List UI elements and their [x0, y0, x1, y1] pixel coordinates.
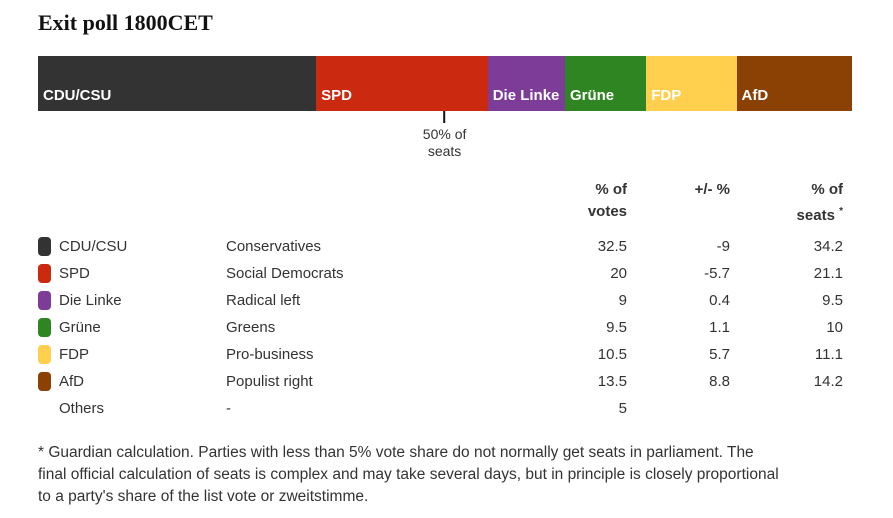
header-seats-word: seats	[796, 207, 835, 224]
footnote-text: * Guardian calculation. Parties with les…	[38, 444, 779, 505]
bar-segment-label: FDP	[651, 87, 682, 104]
bar-segment-label: CDU/CSU	[43, 87, 112, 104]
party-seats: 34.2	[813, 238, 843, 255]
party-votes: 9.5	[606, 319, 627, 336]
party-votes: 20	[610, 265, 627, 282]
party-name: Others	[59, 400, 105, 417]
bar-segment-label: SPD	[321, 87, 352, 104]
party-change: 1.1	[709, 319, 730, 336]
marker-label: 50% of seats	[423, 126, 467, 160]
party-color-swatch	[38, 399, 51, 418]
marker-label-line2: seats	[427, 143, 462, 159]
bar-segment-label: AfD	[741, 87, 769, 104]
table-row: Die Linke Radical left 9 0.4 9.5	[38, 287, 843, 314]
results-table: % of votes +/- % % of seats * CDU/CSU Co…	[38, 179, 843, 422]
party-seats: 9.5	[822, 292, 843, 309]
bar-segment: CDU/CSU	[38, 56, 317, 111]
bar-segment: Die Linke	[487, 56, 565, 111]
bar-segment: FDP	[646, 56, 737, 111]
party-votes: 9	[618, 292, 627, 309]
party-votes: 13.5	[597, 373, 627, 390]
party-votes: 10.5	[597, 346, 627, 363]
bar-segment-label: Die Linke	[492, 87, 560, 104]
party-description: Pro-business	[226, 346, 314, 363]
party-name-cell: AfD	[38, 372, 226, 391]
party-description: Radical left	[226, 292, 301, 309]
page-title: Exit poll 1800CET	[38, 10, 213, 35]
table-row: AfD Populist right 13.5 8.8 14.2	[38, 368, 843, 395]
party-name: Die Linke	[59, 292, 122, 309]
party-change: -5.7	[704, 265, 730, 282]
party-description: -	[226, 400, 231, 417]
header-spacer-party	[38, 179, 226, 227]
table-row: SPD Social Democrats 20 -5.7 21.1	[38, 260, 843, 287]
party-description: Conservatives	[226, 238, 322, 255]
header-votes-line1: % of	[595, 181, 627, 198]
party-seats: 11.1	[814, 346, 843, 363]
party-change: 0.4	[709, 292, 730, 309]
party-name-cell: SPD	[38, 264, 226, 283]
party-color-swatch	[38, 237, 51, 256]
party-description: Greens	[226, 319, 276, 336]
table-row: FDP Pro-business 10.5 5.7 11.1	[38, 341, 843, 368]
footnote-asterisk: *	[839, 206, 843, 217]
bar-segment-label: Grüne	[569, 87, 615, 104]
party-votes: 32.5	[597, 238, 627, 255]
party-name-cell: Die Linke	[38, 291, 226, 310]
table-row: Others - 5	[38, 395, 843, 422]
seats-bar: CDU/CSU SPD Die Linke Grüne FDP AfD	[38, 56, 852, 111]
table-row: CDU/CSU Conservatives 32.5 -9 34.2	[38, 233, 843, 260]
party-description: Social Democrats	[226, 265, 344, 282]
marker-label-line1: 50% of	[422, 126, 467, 142]
party-color-swatch	[38, 372, 51, 391]
party-name: FDP	[59, 346, 89, 363]
party-change: -9	[716, 238, 730, 255]
marker-area: 50% of seats	[38, 111, 852, 160]
party-name: SPD	[59, 265, 90, 282]
party-seats: 14.2	[813, 373, 843, 390]
party-name: Grüne	[59, 319, 101, 336]
header-votes-line2: votes	[587, 203, 627, 220]
party-color-swatch	[38, 291, 51, 310]
table-body: CDU/CSU Conservatives 32.5 -9 34.2 SPD S…	[38, 233, 843, 422]
party-seats: 10	[826, 319, 843, 336]
party-name-cell: Grüne	[38, 318, 226, 337]
bar-segment: Grüne	[564, 56, 647, 111]
party-name: AfD	[59, 373, 85, 390]
party-color-swatch	[38, 345, 51, 364]
party-name-cell: CDU/CSU	[38, 237, 226, 256]
table-header-row: % of votes +/- % % of seats *	[38, 179, 843, 227]
party-color-swatch	[38, 318, 51, 337]
marker-tick	[443, 111, 446, 123]
party-seats: 21.1	[813, 265, 843, 282]
party-change: 5.7	[709, 346, 730, 363]
header-change: +/- %	[627, 179, 730, 227]
header-spacer-description	[226, 179, 436, 227]
party-name-cell: FDP	[38, 345, 226, 364]
party-votes: 5	[618, 400, 627, 417]
header-change-line1: +/- %	[694, 181, 730, 198]
party-description: Populist right	[226, 373, 313, 390]
fifty-percent-marker: 50% of seats	[423, 111, 467, 160]
header-seats: % of seats *	[730, 179, 843, 227]
party-color-swatch	[38, 264, 51, 283]
table-row: Grüne Greens 9.5 1.1 10	[38, 314, 843, 341]
header-seats-line2: seats *	[730, 201, 843, 227]
bar-segment: SPD	[316, 56, 488, 111]
party-name-cell: Others	[38, 399, 226, 418]
header-seats-line1: % of	[811, 181, 843, 198]
bar-segment: AfD	[736, 56, 852, 111]
header-votes: % of votes	[436, 179, 627, 227]
party-name: CDU/CSU	[59, 238, 128, 255]
party-change: 8.8	[709, 373, 730, 390]
